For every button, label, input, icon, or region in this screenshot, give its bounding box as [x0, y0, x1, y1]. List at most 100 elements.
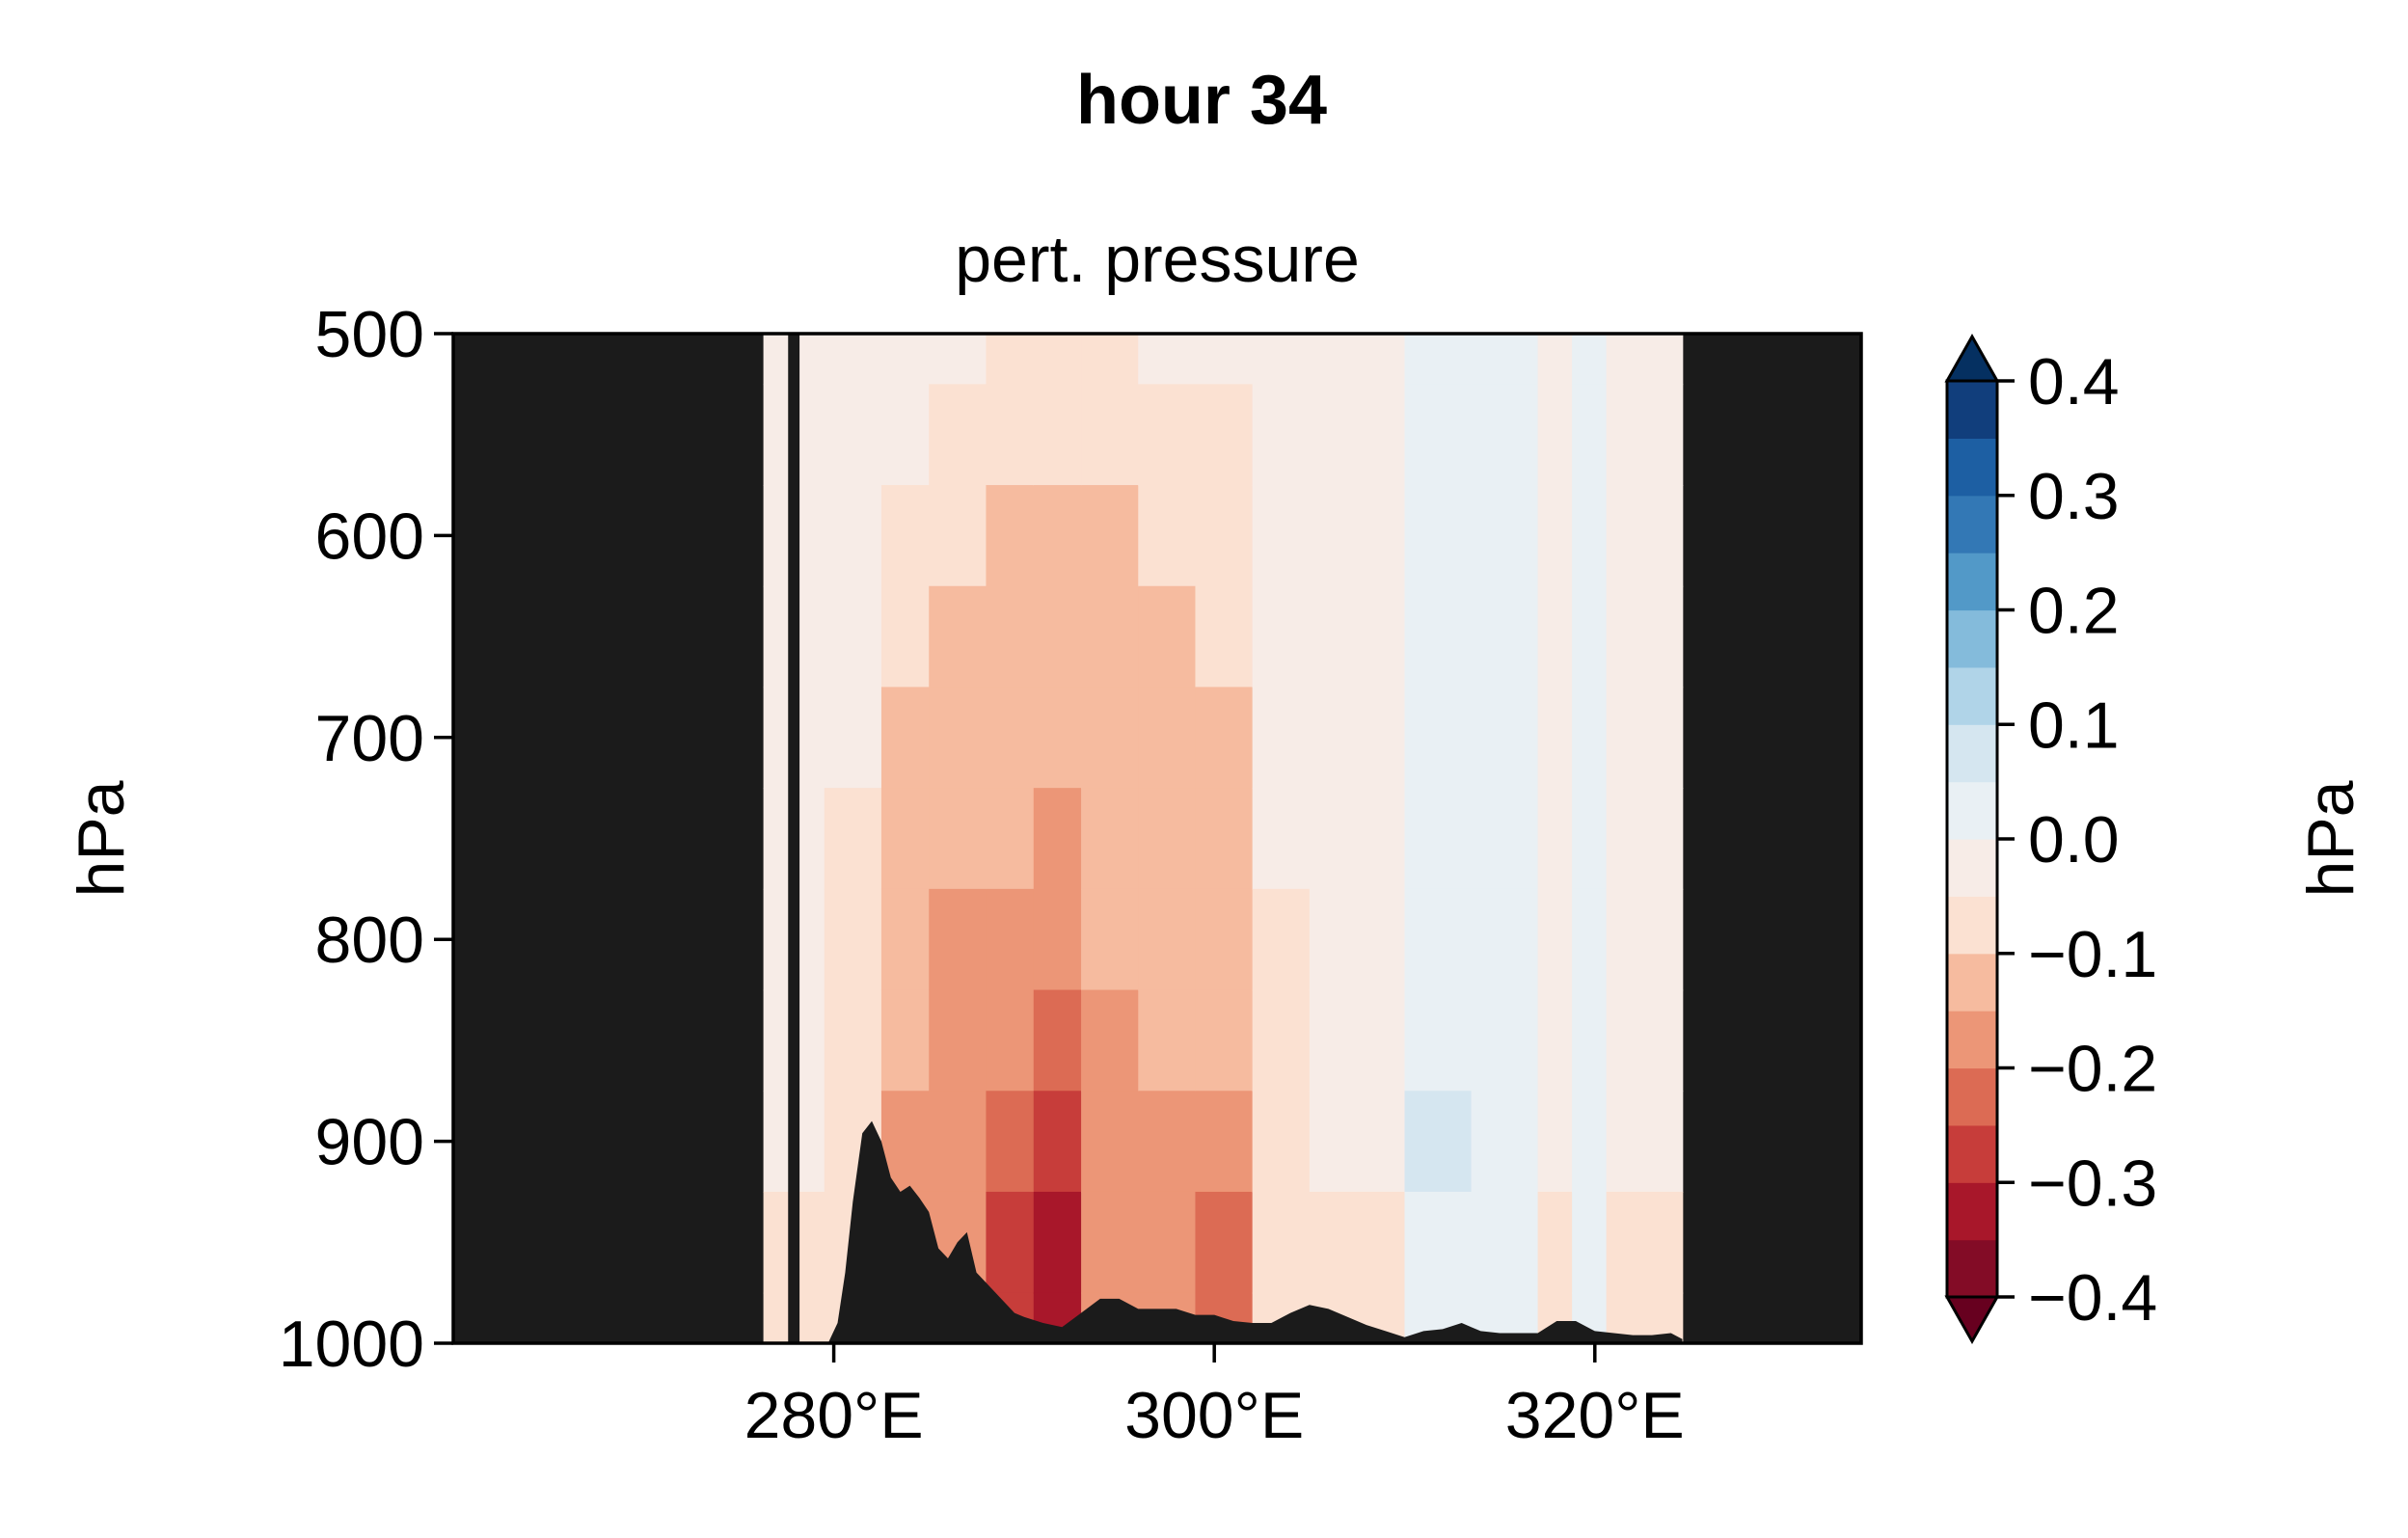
field-cell: [986, 989, 1035, 1093]
field-cell: [1537, 485, 1573, 587]
field-cell: [880, 485, 931, 587]
field-cell: [824, 384, 882, 486]
field-cell: [824, 989, 882, 1093]
field-cell: [1081, 989, 1140, 1093]
field-cell: [1606, 334, 1684, 386]
field-cell: [1404, 687, 1473, 789]
field-cell: [1195, 687, 1254, 789]
field-cell: [880, 788, 931, 890]
colorbar-segment: [1947, 666, 1997, 725]
field-cell: [1606, 788, 1684, 890]
field-cell: [1033, 1091, 1082, 1193]
field-cell: [1606, 585, 1684, 688]
field-cell: [1252, 585, 1311, 688]
field-cell: [1195, 989, 1254, 1093]
field-cell: [1081, 384, 1140, 486]
field-cell: [1471, 788, 1539, 890]
field-cell: [986, 1191, 1035, 1294]
field-cell: [880, 888, 931, 991]
colorbar-segment: [1947, 381, 1997, 439]
field-cell: [1404, 1091, 1473, 1193]
field-cell: [1309, 1191, 1406, 1294]
field-cell: [929, 788, 988, 890]
field-cell: [1404, 585, 1473, 688]
field-cell: [1252, 989, 1311, 1093]
field-cell: [1081, 334, 1140, 386]
field-cell: [929, 989, 988, 1093]
field-cell: [1572, 1091, 1608, 1193]
field-cell: [929, 585, 988, 688]
field-cell: [1309, 687, 1406, 789]
field-cell: [1309, 1091, 1406, 1193]
field-cell: [986, 788, 1035, 890]
field-cell: [1537, 687, 1573, 789]
field-cell: [1309, 788, 1406, 890]
field-cell: [1252, 334, 1311, 386]
field-cell: [1471, 334, 1539, 386]
field-cell: [1033, 334, 1082, 386]
field-cell: [1404, 384, 1473, 486]
colorbar-tick-label: 0.0: [2028, 803, 2120, 877]
field-cell: [1252, 788, 1311, 890]
plot-frame: [451, 332, 1863, 1345]
field-cell: [1606, 485, 1684, 587]
field-cell: [986, 384, 1035, 486]
field-cell: [929, 888, 988, 991]
field-cell: [929, 687, 988, 789]
field-cell: [1471, 585, 1539, 688]
field-cell: [1471, 888, 1539, 991]
field-cell: [1404, 888, 1473, 991]
field-cell: [986, 334, 1035, 386]
field-cell: [1572, 585, 1608, 688]
field-cell: [1033, 1191, 1082, 1294]
plot-area: [453, 334, 1861, 1343]
field-cell: [929, 384, 988, 486]
colorbar-extend-under: [1944, 1295, 2000, 1345]
x-tick-label: 320°E: [1505, 1379, 1685, 1452]
field-cell: [929, 485, 988, 587]
field-cell: [1471, 1191, 1539, 1294]
field-cell: [1081, 1091, 1140, 1193]
field-cell: [1606, 989, 1684, 1093]
field-cell: [929, 334, 988, 386]
field-cell: [1309, 989, 1406, 1093]
field-cell: [1033, 485, 1082, 587]
field-cell: [824, 687, 882, 789]
colorbar-segment: [1947, 1011, 1997, 1069]
field-cell: [1252, 384, 1311, 486]
field-cell: [1195, 1091, 1254, 1193]
colorbar-segment: [1947, 495, 1997, 553]
field-cell: [1309, 585, 1406, 688]
colorbar-segment: [1947, 839, 1997, 897]
field-cell: [1195, 384, 1254, 486]
x-tick-label: 280°E: [744, 1379, 924, 1452]
field-cell: [1606, 687, 1684, 789]
field-cell: [986, 485, 1035, 587]
field-cell: [1572, 788, 1608, 890]
field-cell: [880, 384, 931, 486]
field-cell: [1471, 1091, 1539, 1193]
field-cell: [1195, 585, 1254, 688]
field-cell: [1309, 888, 1406, 991]
terrain-mask: [827, 1120, 1683, 1343]
field-cell: [1572, 888, 1608, 991]
colorbar-segment: [1947, 609, 1997, 668]
colorbar-tick-label: 0.3: [2028, 460, 2120, 533]
y-tick-label: 900: [315, 1106, 424, 1179]
field-cell: [1404, 788, 1473, 890]
field-cell: [1606, 888, 1684, 991]
figure-suptitle: hour 34: [1076, 62, 1327, 139]
field-cell: [880, 687, 931, 789]
field-cell: [1033, 989, 1082, 1093]
field-cell: [880, 585, 931, 688]
field-cell: [1252, 485, 1311, 587]
field-cell: [1471, 687, 1539, 789]
colorbar-segment: [1947, 896, 1997, 955]
field-cell: [1309, 485, 1406, 587]
colorbar-tick-label: −0.3: [2028, 1147, 2157, 1220]
field-cell: [1138, 888, 1197, 991]
colorbar-segment: [1947, 1067, 1997, 1126]
colorbar-tick-label: 0.2: [2028, 575, 2120, 648]
y-tick-label: 500: [315, 298, 424, 371]
